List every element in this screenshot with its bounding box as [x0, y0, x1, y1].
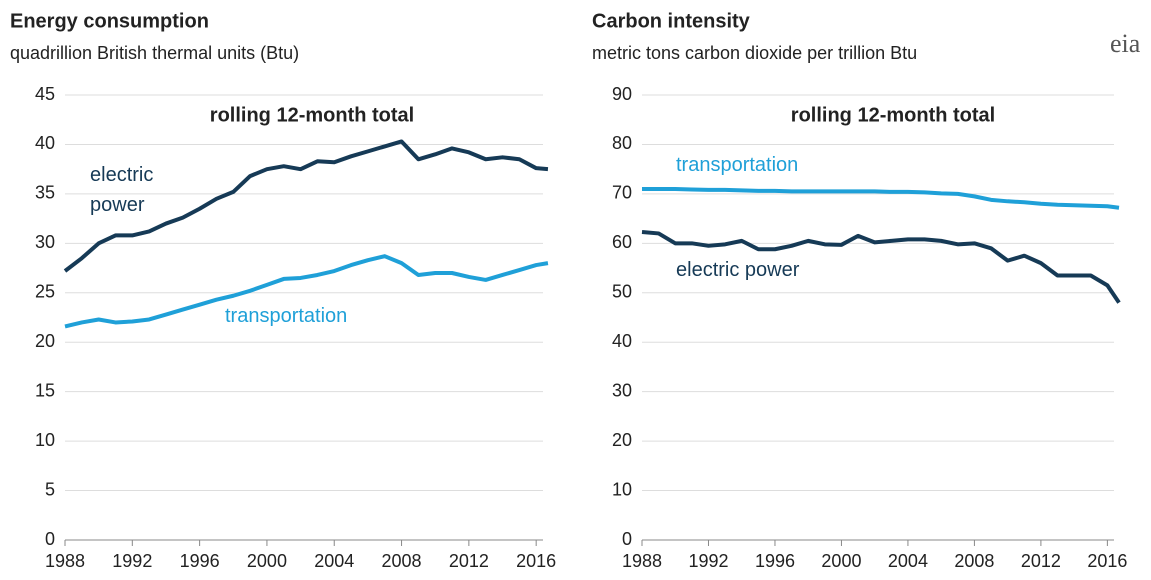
- x-tick-label: 1996: [180, 551, 220, 571]
- chart-title: Carbon intensity: [592, 10, 751, 32]
- y-tick-label: 40: [35, 133, 55, 153]
- x-tick-label: 2008: [382, 551, 422, 571]
- y-tick-label: 5: [45, 479, 55, 499]
- y-tick-label: 25: [35, 282, 55, 302]
- annotation: rolling 12-month total: [791, 104, 995, 126]
- x-tick-label: 1992: [688, 551, 728, 571]
- y-tick-label: 60: [612, 232, 632, 252]
- y-tick-label: 90: [612, 84, 632, 104]
- x-tick-label: 2000: [821, 551, 861, 571]
- x-tick-label: 2004: [314, 551, 354, 571]
- series-label: electric power: [676, 259, 800, 281]
- y-tick-label: 0: [622, 529, 632, 549]
- chart-title: Energy consumption: [10, 10, 209, 32]
- logo: eia: [1110, 29, 1141, 58]
- y-tick-label: 70: [612, 183, 632, 203]
- y-tick-label: 80: [612, 133, 632, 153]
- y-tick-label: 40: [612, 331, 632, 351]
- x-tick-label: 1988: [622, 551, 662, 571]
- series-label: electric power: [90, 164, 154, 216]
- y-tick-label: 30: [612, 380, 632, 400]
- line-series: [642, 186, 1120, 210]
- y-tick-label: 15: [35, 380, 55, 400]
- chart-subtitle: quadrillion British thermal units (Btu): [10, 43, 299, 63]
- x-tick-label: 2008: [954, 551, 994, 571]
- x-tick-label: 2012: [449, 551, 489, 571]
- x-tick-label: 2004: [888, 551, 928, 571]
- line-series: [641, 229, 1121, 304]
- y-tick-label: 10: [35, 430, 55, 450]
- y-tick-label: 0: [45, 529, 55, 549]
- annotation: rolling 12-month total: [210, 104, 414, 126]
- y-tick-label: 35: [35, 183, 55, 203]
- x-tick-label: 1988: [45, 551, 85, 571]
- x-tick-label: 2016: [1087, 551, 1127, 571]
- y-tick-label: 50: [612, 282, 632, 302]
- series-label: transportation: [225, 305, 348, 327]
- line-series: [63, 139, 549, 273]
- x-tick-label: 1996: [755, 551, 795, 571]
- y-tick-label: 10: [612, 479, 632, 499]
- series-label: transportation: [676, 154, 799, 176]
- x-tick-label: 2000: [247, 551, 287, 571]
- y-tick-label: 45: [35, 84, 55, 104]
- y-tick-label: 30: [35, 232, 55, 252]
- y-tick-label: 20: [35, 331, 55, 351]
- line-series: [64, 254, 549, 329]
- chart-subtitle: metric tons carbon dioxide per trillion …: [592, 43, 917, 63]
- x-tick-label: 2016: [516, 551, 556, 571]
- y-tick-label: 20: [612, 430, 632, 450]
- x-tick-label: 1992: [112, 551, 152, 571]
- x-tick-label: 2012: [1021, 551, 1061, 571]
